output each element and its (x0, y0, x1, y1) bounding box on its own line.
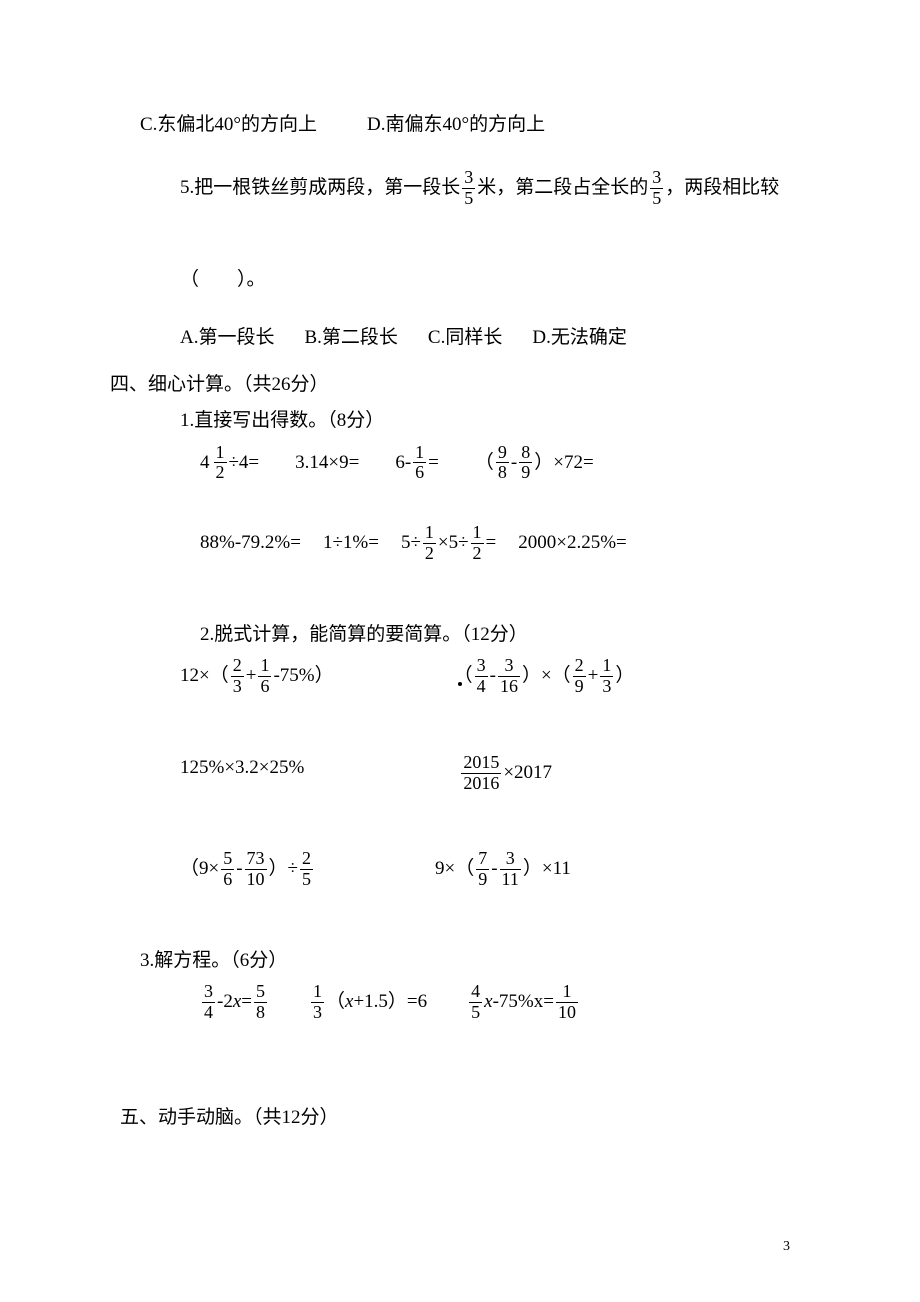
p1r1-a: 4 1 2 ÷4= (200, 443, 259, 484)
q5-frac2: 3 5 (650, 168, 663, 209)
p2r3-b: 9×（ 79 - 311 ）×11 (435, 849, 571, 890)
q5-opt-a: A.第一段长 (180, 323, 274, 353)
q5-frac1: 3 5 (462, 168, 475, 209)
p2r1-a: 12×（ 23 + 16 -75%） (180, 656, 334, 697)
p2r1-b: （ 34 - 316 ）×（ 29 + 13 ） (454, 656, 635, 697)
p1r1-b: 3.14×9= (295, 448, 359, 478)
p1r2-a: 88%-79.2%= (200, 528, 301, 558)
p3-row: 34 -2 x = 58 13 （ x +1.5）=6 45 x -75%x= … (200, 982, 800, 1023)
p1-row2: 88%-79.2%= 1÷1%= 5÷ 1 2 ×5÷ 1 2 = 2000×2… (200, 523, 800, 564)
sec4-p3-title: 3.解方程。（6分） (140, 946, 800, 976)
p1r2-c: 5÷ 1 2 ×5÷ 1 2 = (401, 523, 496, 564)
p3-b: 13 （ x +1.5）=6 (309, 982, 427, 1023)
q5-paren-text: （ ）。 (180, 265, 266, 295)
p3-a: 34 -2 x = 58 (200, 982, 269, 1023)
p1r2-d: 2000×2.25%= (518, 528, 627, 558)
sec4-p2-title: 2.脱式计算，能简算的要简算。（12分） (200, 620, 800, 650)
center-dot (458, 682, 462, 686)
p1r1-a-mix: 4 1 2 (200, 443, 229, 484)
q5-tail: ，两段相比较 (665, 173, 779, 203)
q5-mid: 米，第二段占全长的 (477, 173, 648, 203)
p2-row2: 125%×3.2×25% 20152016 ×2017 (180, 753, 800, 794)
q5-opt-c: C.同样长 (428, 323, 502, 353)
page-number: 3 (783, 1236, 790, 1258)
p1r1-d: （ 9 8 - 8 9 ）×72= (475, 443, 594, 484)
p2-row1: 12×（ 23 + 16 -75%） （ 34 - 316 ）×（ 29 + 1… (180, 656, 800, 697)
q5-opt-d: D.无法确定 (532, 323, 626, 353)
p2-row3: （9× 56 - 7310 ）÷ 25 9×（ 79 - 311 ）×11 (180, 849, 800, 890)
page: C.东偏北40°的方向上 D.南偏东40°的方向上 5.把一根铁丝剪成两段，第一… (0, 0, 920, 1302)
p2r3-a: （9× 56 - 7310 ）÷ 25 (180, 849, 315, 890)
p2r2-b: 20152016 ×2017 (459, 753, 552, 794)
q5-paren: （ ）。 (180, 265, 800, 295)
sec4-p1-title: 1.直接写出得数。（8分） (180, 406, 800, 436)
q5-lead: 5.把一根铁丝剪成两段，第一段长 (180, 173, 460, 203)
p1r1-c: 6- 1 6 = (395, 443, 439, 484)
sec5-title: 五、动手动脑。（共12分） (120, 1103, 800, 1133)
sec4-title: 四、细心计算。（共26分） (110, 370, 800, 400)
p2r2-a: 125%×3.2×25% (180, 753, 304, 794)
p3-c: 45 x -75%x= 110 (467, 982, 580, 1023)
q5-options: A.第一段长 B.第二段长 C.同样长 D.无法确定 (180, 323, 800, 353)
p1-row1: 4 1 2 ÷4= 3.14×9= 6- 1 6 = （ 9 8 - (200, 443, 800, 484)
p1r2-b: 1÷1%= (323, 528, 379, 558)
q5-opt-b: B.第二段长 (304, 323, 397, 353)
q4-options-cd: C.东偏北40°的方向上 D.南偏东40°的方向上 (140, 110, 800, 140)
q5-stem: 5.把一根铁丝剪成两段，第一段长 3 5 米，第二段占全长的 3 5 ，两段相比… (180, 168, 800, 209)
q4-opt-c: C.东偏北40°的方向上 (140, 110, 317, 140)
q4-opt-d: D.南偏东40°的方向上 (367, 110, 545, 140)
